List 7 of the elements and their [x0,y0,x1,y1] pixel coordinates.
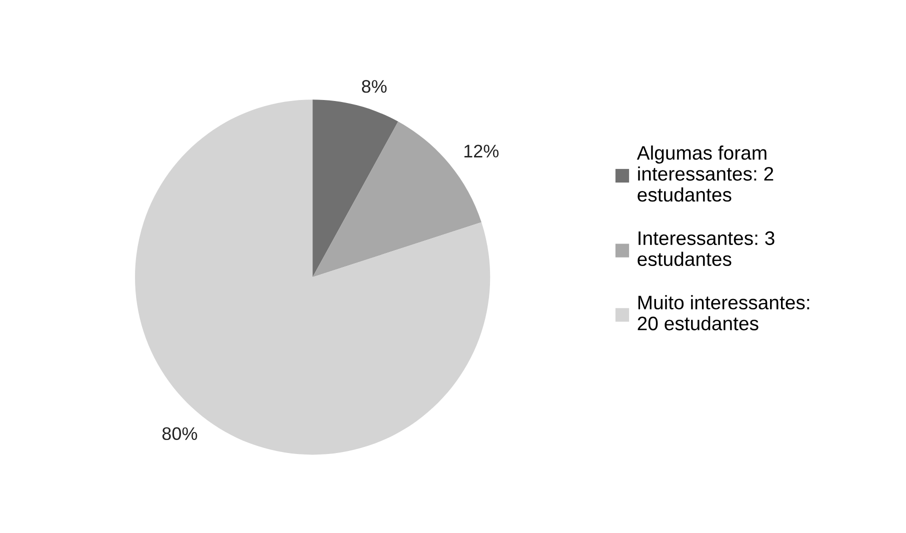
legend-label: Algumas foram interessantes: 2 estudantes [636,145,774,202]
data-label: 80% [162,427,198,440]
legend-label: Muito interessantes: 20 estudantes [638,295,810,330]
data-label: 8% [362,80,387,93]
pie-slice [312,100,398,278]
data-label: 12% [464,144,499,158]
legend-label: Interessantes: 3 estudantes [638,231,774,266]
